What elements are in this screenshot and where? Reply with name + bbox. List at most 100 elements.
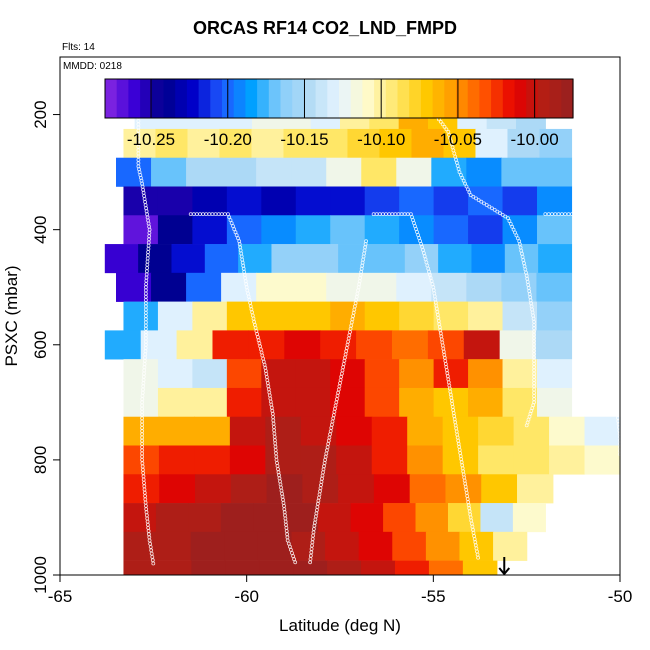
heatmap-cell (158, 416, 195, 446)
heatmap-cell (157, 301, 193, 331)
heatmap-cell (539, 128, 573, 159)
track-point (514, 233, 519, 238)
heatmap-cell (284, 330, 321, 360)
heatmap-cell (157, 531, 192, 561)
heatmap-cell (123, 503, 157, 533)
heatmap-cell (190, 531, 225, 561)
track-point (601, 319, 605, 323)
heatmap-cell (123, 186, 159, 216)
heatmap-cell (507, 128, 541, 159)
track-point (495, 209, 500, 214)
track-point (293, 560, 298, 565)
track-point (607, 350, 611, 355)
track-point (444, 127, 449, 132)
heatmap-cell (549, 445, 586, 475)
track-point (465, 187, 470, 192)
heatmap-cell (399, 186, 435, 216)
track-point (582, 100, 587, 104)
colorbar-segment (175, 79, 188, 118)
track-point (585, 242, 589, 247)
heatmap-cell (157, 359, 193, 389)
y-tick-label: 800 (31, 446, 50, 474)
colorbar-segment (362, 79, 375, 118)
heatmap-cell (291, 157, 327, 187)
track-point (484, 203, 489, 207)
track-point (573, 212, 578, 217)
heatmap-cell (192, 301, 228, 331)
heatmap-cell (158, 445, 195, 475)
heatmap-cell (502, 186, 538, 216)
heatmap-cell (415, 503, 449, 533)
track-point (290, 551, 294, 555)
track-point (233, 230, 238, 235)
track-point (589, 260, 594, 265)
colorbar-segment (105, 79, 118, 118)
heatmap-cell (394, 560, 430, 576)
heatmap-cell (291, 272, 327, 302)
track-point (574, 215, 579, 220)
heatmap-cell (226, 359, 262, 389)
heatmap-cell (261, 387, 297, 418)
heatmap-cell (155, 128, 189, 159)
heatmap-cell (471, 244, 506, 274)
track-point (592, 100, 596, 104)
colorbar-tick-label: -10.15 (280, 130, 328, 149)
heatmap-cell (338, 474, 375, 504)
colorbar-segment (397, 79, 410, 118)
track-point (608, 356, 613, 361)
heatmap-cell (221, 272, 257, 302)
heatmap-cell (326, 157, 362, 187)
heatmap-cell (431, 157, 467, 187)
track-point (510, 224, 515, 229)
track-point (226, 212, 230, 217)
track-point (589, 257, 593, 262)
heatmap-cell (433, 186, 469, 216)
heatmap-cell (466, 272, 502, 302)
heatmap-cell (463, 330, 501, 360)
colorbar-tick-label: -10.25 (127, 130, 175, 149)
track-point (578, 224, 583, 229)
heatmap-cell (499, 330, 537, 360)
track-point (596, 291, 601, 296)
colorbar-segment (339, 79, 352, 118)
track-point (614, 403, 619, 408)
heatmap-cell (411, 128, 445, 159)
heatmap-cell (336, 416, 373, 446)
track-point (524, 423, 529, 428)
flight-track (188, 212, 298, 565)
heatmap-cell (358, 531, 393, 561)
track-point (438, 119, 443, 124)
heatmap-cell (325, 531, 360, 561)
heatmap-cell (361, 157, 397, 187)
heatmap-cell (116, 272, 152, 302)
track-point (611, 100, 616, 104)
heatmap-cell (502, 301, 538, 331)
track-point (231, 224, 235, 229)
track-point (602, 325, 606, 330)
track-point (467, 190, 472, 195)
heatmap-cell (157, 560, 192, 576)
track-point (614, 400, 619, 405)
heatmap-cell (123, 560, 159, 576)
heatmap-cell (462, 560, 498, 576)
y-tick-label: 400 (31, 216, 50, 244)
heatmap-cell (361, 560, 396, 576)
track-point (613, 390, 618, 395)
heatmap-cell (266, 474, 303, 504)
heatmap-cell (537, 301, 573, 331)
heatmap-cell (327, 560, 362, 576)
track-point (487, 204, 492, 209)
heatmap-cell (584, 445, 621, 475)
heatmap-cell (261, 359, 297, 389)
track-point (461, 178, 466, 183)
heatmap-cell (364, 359, 400, 389)
heatmap-cell (116, 157, 152, 187)
heatmap-cell (475, 128, 509, 159)
track-point (575, 218, 580, 223)
track-point (609, 359, 614, 364)
heatmap-cell (549, 416, 586, 446)
track-point (595, 100, 600, 104)
heatmap-cell (364, 301, 400, 331)
heatmap-cell (195, 474, 232, 504)
heatmap-cell (371, 416, 408, 446)
